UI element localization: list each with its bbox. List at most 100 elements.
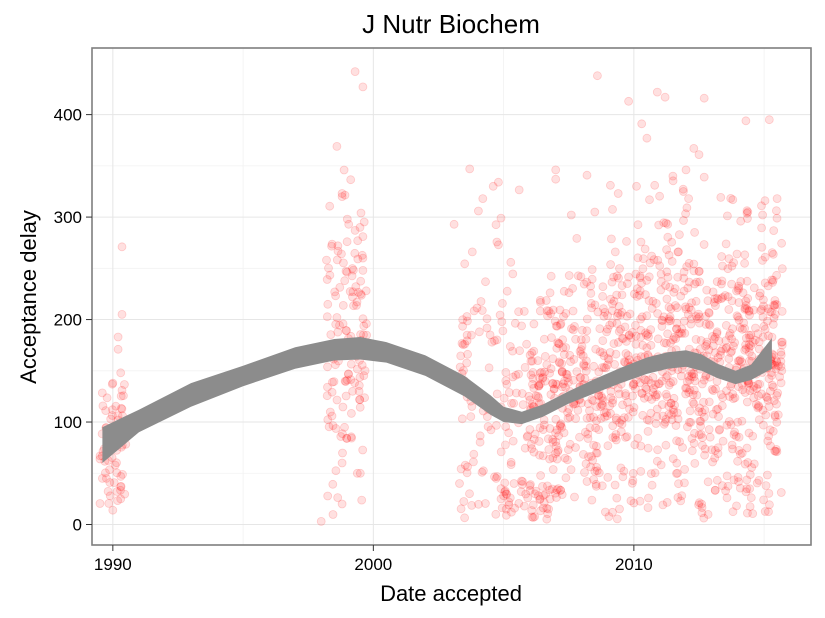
data-point (728, 507, 738, 517)
data-point (614, 326, 624, 336)
data-point (535, 495, 545, 505)
data-point (329, 377, 339, 387)
data-point (765, 307, 775, 317)
data-point (497, 503, 507, 513)
data-point (538, 481, 547, 491)
data-point (590, 207, 600, 217)
data-point (539, 497, 549, 507)
data-point (477, 467, 487, 477)
data-point (740, 324, 749, 333)
data-point (465, 489, 474, 499)
data-point (644, 296, 654, 306)
data-point (484, 363, 494, 373)
data-point (651, 390, 660, 400)
data-point (772, 300, 782, 310)
data-point (520, 443, 530, 453)
data-point (116, 471, 126, 481)
data-point (116, 494, 126, 504)
data-point (741, 296, 751, 306)
data-point (598, 336, 608, 346)
data-point (498, 326, 508, 336)
data-point (736, 449, 745, 459)
data-point (594, 391, 604, 401)
data-point (669, 407, 679, 417)
data-point (596, 413, 606, 423)
data-point (581, 366, 591, 376)
data-point (593, 71, 602, 81)
data-point (549, 384, 559, 394)
data-point (677, 329, 687, 338)
data-point (710, 485, 720, 495)
data-point (553, 380, 562, 389)
data-point (667, 410, 676, 420)
data-point (547, 333, 556, 343)
data-point (599, 304, 608, 314)
data-point (744, 343, 754, 353)
data-point (635, 496, 645, 506)
data-point (635, 286, 645, 296)
data-point (743, 508, 752, 518)
data-point (740, 303, 750, 313)
data-point (772, 399, 781, 409)
data-point (707, 384, 717, 394)
data-point (648, 372, 658, 382)
data-point (765, 386, 775, 396)
data-point (600, 408, 609, 417)
data-point (647, 480, 657, 490)
data-point (502, 286, 512, 296)
data-point (772, 444, 781, 454)
data-point (117, 385, 127, 395)
data-point (469, 306, 479, 316)
data-point (646, 408, 656, 418)
data-point (657, 315, 667, 325)
data-point (526, 480, 535, 489)
data-point (662, 392, 672, 402)
data-point (754, 401, 763, 411)
data-point (669, 393, 679, 403)
data-point (527, 356, 537, 366)
data-point (546, 364, 556, 374)
data-point (355, 468, 365, 478)
data-point (667, 415, 677, 425)
data-point (712, 475, 722, 485)
data-point (330, 360, 340, 370)
data-point (594, 367, 604, 377)
data-point (714, 412, 723, 422)
data-point (587, 451, 596, 461)
data-point (668, 176, 678, 186)
data-point (347, 271, 357, 281)
data-point (529, 319, 539, 329)
data-point (696, 429, 706, 439)
data-point (467, 500, 477, 510)
data-point (745, 484, 755, 494)
data-point (356, 289, 366, 299)
data-point (572, 233, 582, 243)
data-point (525, 350, 535, 360)
data-point (618, 472, 628, 482)
data-point (644, 272, 654, 282)
data-point (605, 348, 615, 357)
data-point (531, 391, 541, 401)
data-point (353, 236, 363, 246)
data-point (558, 379, 568, 389)
data-point (327, 377, 337, 387)
data-point (623, 351, 633, 360)
data-point (331, 319, 341, 329)
data-point (582, 413, 592, 423)
data-point (355, 372, 365, 382)
data-point (727, 346, 736, 356)
data-point (686, 305, 696, 315)
data-point (348, 386, 358, 396)
data-point (764, 331, 773, 341)
data-point (673, 414, 683, 424)
data-point (673, 493, 683, 502)
data-point (655, 261, 665, 271)
data-point (551, 488, 560, 498)
data-point (609, 339, 619, 349)
data-point (652, 404, 662, 414)
data-point (763, 304, 773, 314)
data-point (557, 382, 567, 392)
data-point (558, 343, 568, 353)
data-point (621, 389, 630, 398)
data-point (607, 277, 617, 287)
